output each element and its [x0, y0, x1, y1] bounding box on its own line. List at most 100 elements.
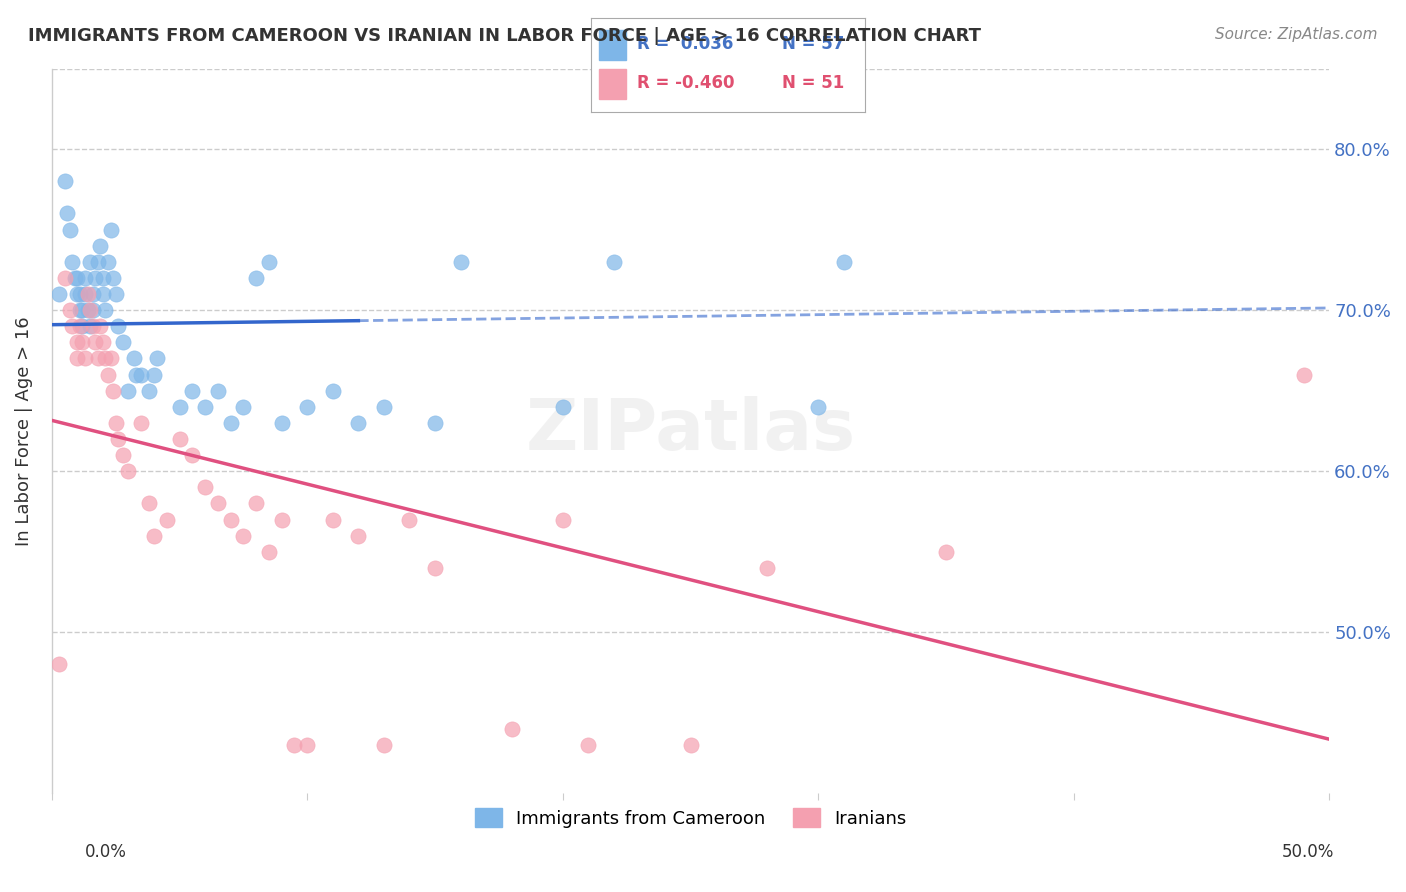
- Point: [82, 319, 104, 334]
- Text: R = -0.460: R = -0.460: [637, 74, 734, 93]
- Point: [322, 384, 344, 398]
- Point: [270, 512, 292, 526]
- Point: [69, 287, 91, 301]
- Point: [66, 351, 89, 366]
- Point: [89, 238, 111, 252]
- Point: [551, 400, 574, 414]
- Point: [297, 400, 319, 414]
- Point: [232, 400, 254, 414]
- Point: [82, 303, 104, 318]
- Point: [94, 303, 117, 318]
- Bar: [599, 30, 626, 60]
- Point: [66, 287, 89, 301]
- Point: [73, 351, 96, 366]
- Point: [169, 400, 191, 414]
- Point: [297, 738, 319, 752]
- Point: [270, 416, 292, 430]
- Text: 50.0%: 50.0%: [1281, 843, 1334, 861]
- Point: [112, 448, 135, 462]
- Point: [63, 271, 86, 285]
- Point: [82, 287, 104, 301]
- Point: [807, 400, 830, 414]
- Point: [347, 416, 370, 430]
- Text: R =  0.036: R = 0.036: [637, 35, 734, 53]
- Point: [551, 512, 574, 526]
- Point: [138, 496, 160, 510]
- Point: [373, 738, 395, 752]
- Text: 0.0%: 0.0%: [84, 843, 127, 861]
- Point: [84, 271, 107, 285]
- Point: [87, 351, 110, 366]
- Point: [194, 400, 217, 414]
- Point: [101, 271, 124, 285]
- Point: [72, 335, 94, 350]
- Point: [398, 512, 420, 526]
- Point: [97, 368, 120, 382]
- Point: [832, 255, 855, 269]
- Point: [194, 480, 217, 494]
- Point: [245, 496, 267, 510]
- Point: [59, 303, 82, 318]
- Point: [142, 368, 165, 382]
- Point: [207, 496, 229, 510]
- Point: [142, 528, 165, 542]
- Text: IMMIGRANTS FROM CAMEROON VS IRANIAN IN LABOR FORCE | AGE > 16 CORRELATION CHART: IMMIGRANTS FROM CAMEROON VS IRANIAN IN L…: [28, 27, 981, 45]
- Point: [87, 255, 110, 269]
- Point: [117, 464, 139, 478]
- Point: [101, 384, 124, 398]
- Point: [104, 287, 127, 301]
- Point: [935, 545, 957, 559]
- Y-axis label: In Labor Force | Age > 16: In Labor Force | Age > 16: [15, 316, 32, 546]
- Point: [48, 287, 70, 301]
- Point: [423, 416, 446, 430]
- Point: [138, 384, 160, 398]
- Point: [60, 255, 83, 269]
- Point: [603, 255, 626, 269]
- Point: [112, 335, 135, 350]
- Bar: [599, 70, 626, 99]
- Point: [73, 271, 96, 285]
- Point: [232, 528, 254, 542]
- Point: [145, 351, 167, 366]
- Point: [79, 319, 101, 334]
- Point: [679, 738, 702, 752]
- Point: [48, 657, 70, 672]
- Point: [60, 319, 83, 334]
- Text: N = 57: N = 57: [782, 35, 845, 53]
- Point: [100, 222, 122, 236]
- Point: [79, 255, 101, 269]
- Point: [66, 271, 89, 285]
- Point: [245, 271, 267, 285]
- Point: [501, 722, 523, 736]
- Point: [283, 738, 305, 752]
- Point: [125, 368, 148, 382]
- Point: [257, 255, 280, 269]
- Text: ZIPatlas: ZIPatlas: [526, 396, 856, 466]
- Point: [257, 545, 280, 559]
- Point: [117, 384, 139, 398]
- Point: [1292, 368, 1315, 382]
- Point: [53, 174, 76, 188]
- Point: [72, 319, 94, 334]
- Point: [347, 528, 370, 542]
- Point: [423, 561, 446, 575]
- Point: [89, 319, 111, 334]
- Text: N = 51: N = 51: [782, 74, 845, 93]
- Point: [66, 335, 89, 350]
- Point: [450, 255, 472, 269]
- Point: [91, 335, 114, 350]
- Point: [181, 384, 204, 398]
- Legend: Immigrants from Cameroon, Iranians: Immigrants from Cameroon, Iranians: [467, 801, 914, 835]
- Point: [76, 303, 98, 318]
- Point: [97, 255, 120, 269]
- Point: [72, 303, 94, 318]
- Point: [104, 416, 127, 430]
- Point: [53, 271, 76, 285]
- Point: [84, 335, 107, 350]
- Point: [169, 432, 191, 446]
- Point: [100, 351, 122, 366]
- Point: [69, 319, 91, 334]
- Point: [107, 319, 129, 334]
- Point: [91, 287, 114, 301]
- Point: [107, 432, 129, 446]
